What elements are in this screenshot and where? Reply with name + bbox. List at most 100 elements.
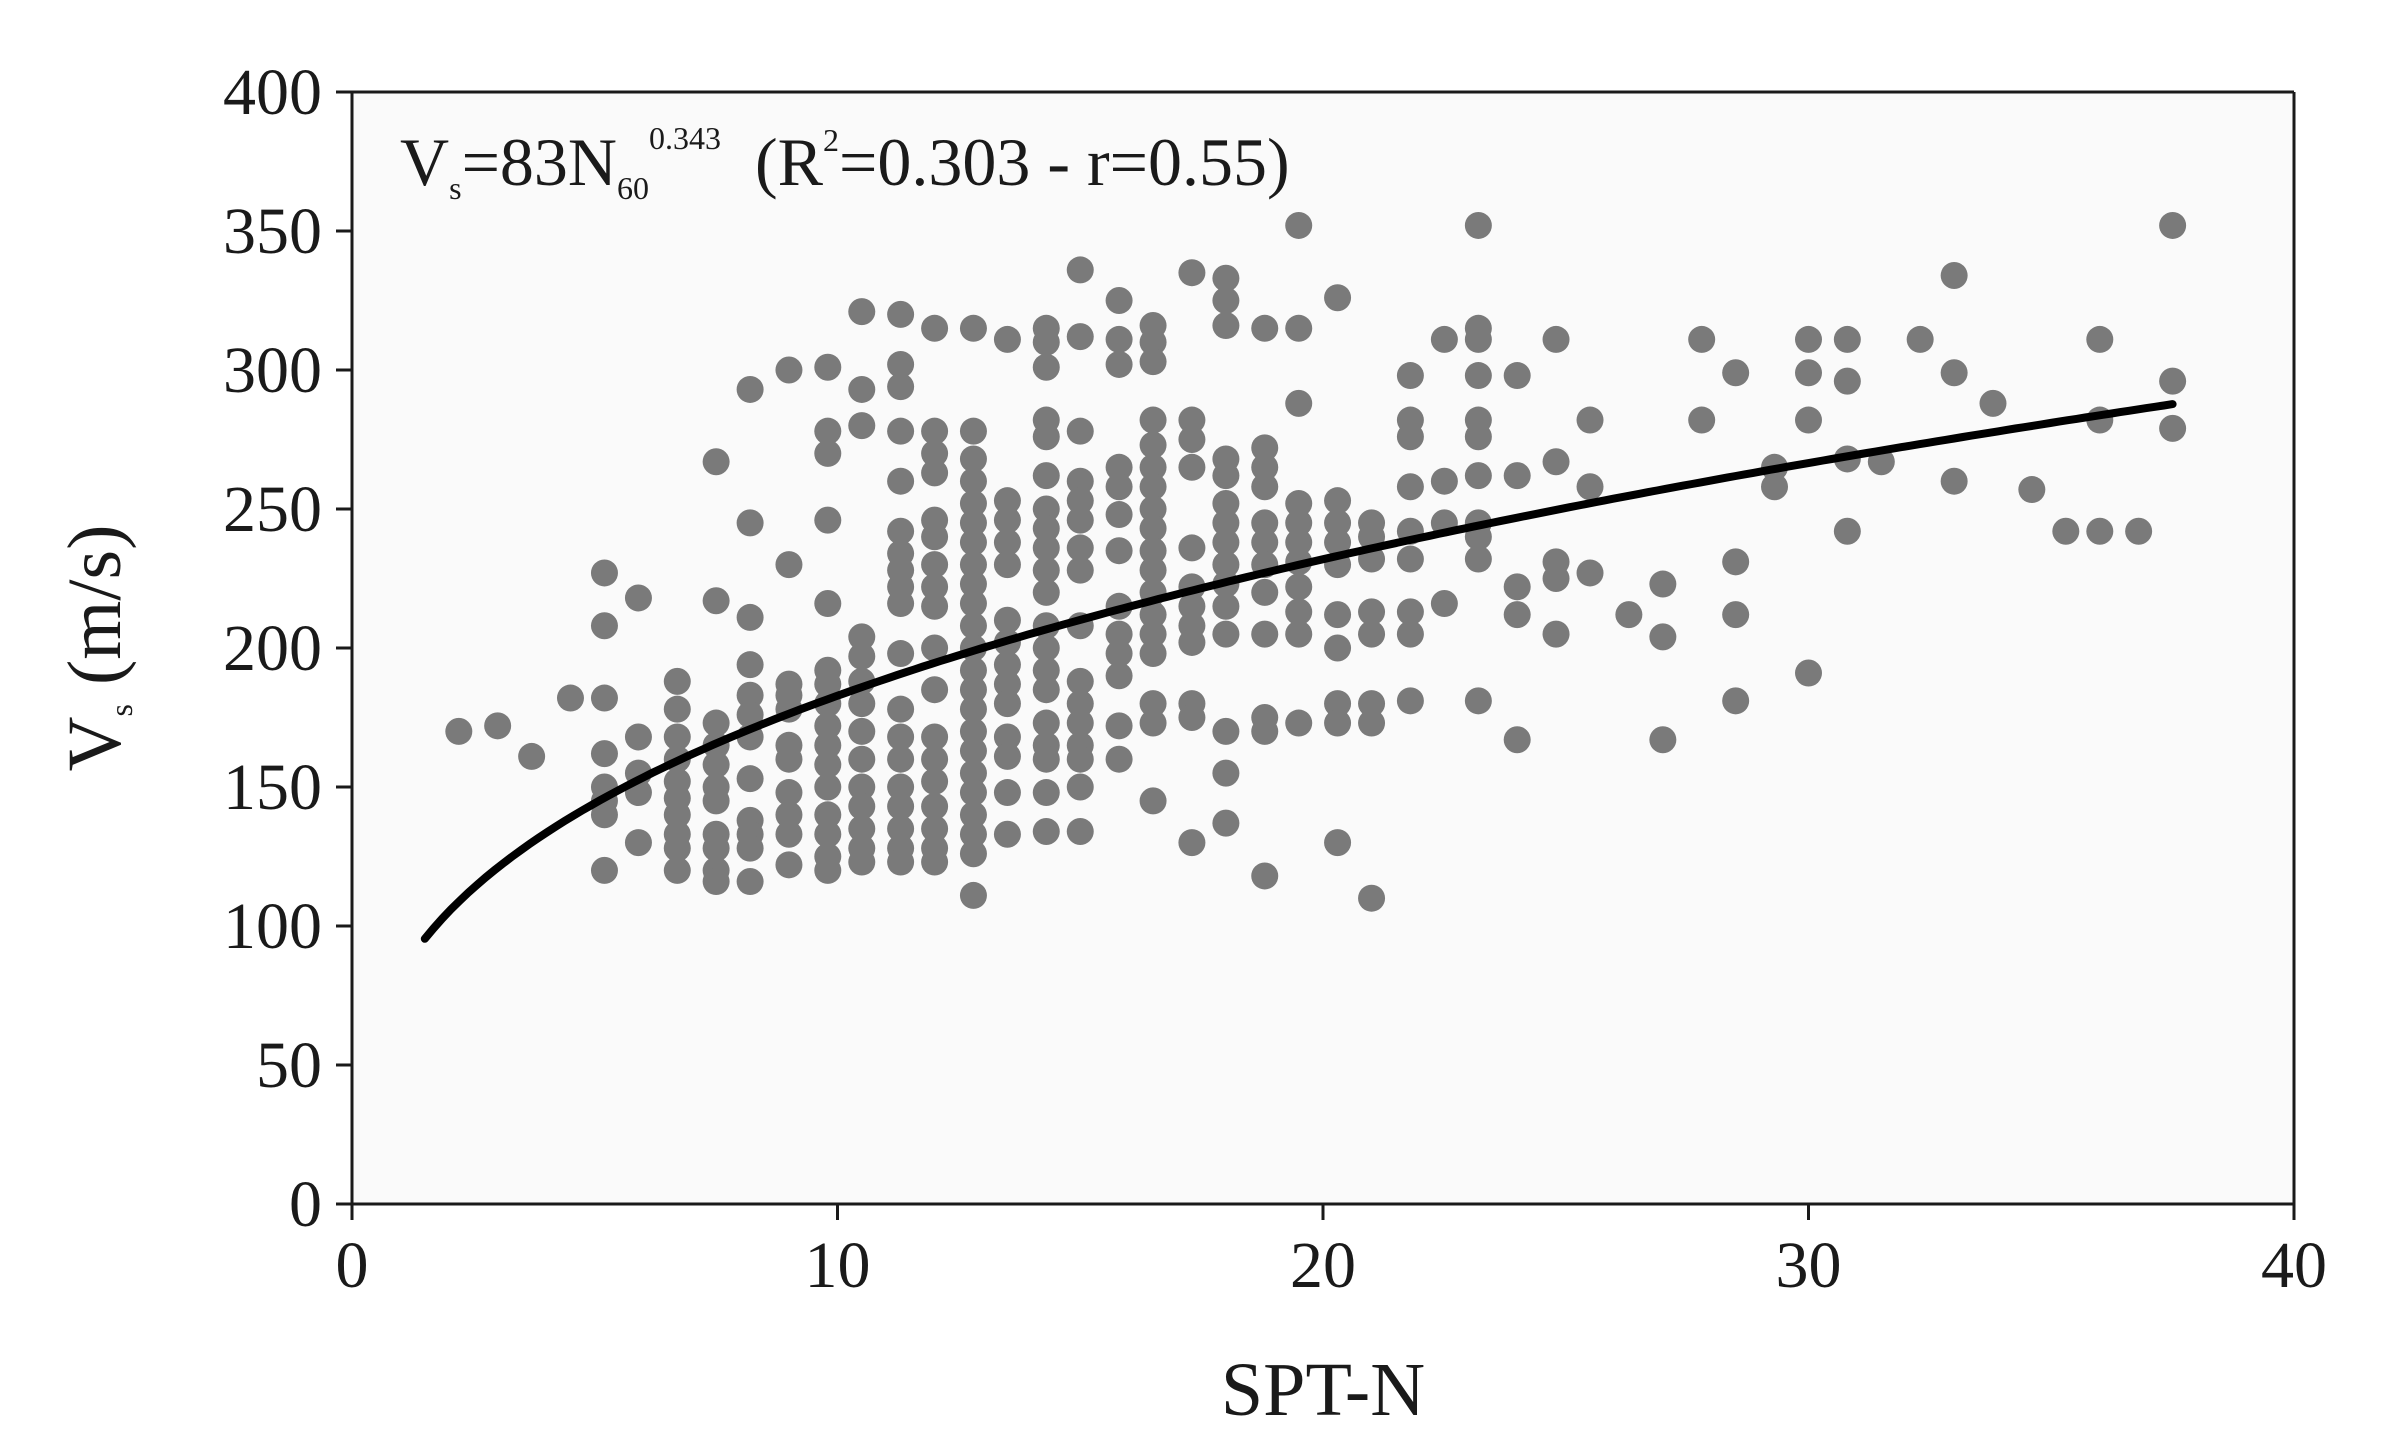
fit-curve [420,400,2177,943]
data-point [814,856,842,884]
data-point [814,590,842,618]
data-point [1066,667,1094,695]
data-point [1066,773,1094,801]
data-point [1795,325,1822,353]
data-point [1464,545,1492,573]
data-point [1178,592,1206,620]
data-point [702,787,730,815]
data-point [1251,314,1279,342]
data-point [1139,601,1167,629]
data-point [1032,656,1060,684]
data-point [1178,534,1206,562]
data-point [1105,453,1133,481]
data-point [1722,359,1750,387]
data-point [2159,414,2187,442]
data-point [1688,325,1716,353]
data-point [590,856,618,884]
x-tick-label: 40 [2261,1229,2327,1302]
data-point [663,834,691,862]
data-point [993,742,1021,770]
y-axis-title-rest: (m/s) [53,525,137,704]
data-point [959,820,987,848]
data-point [959,881,987,909]
data-point [848,642,876,670]
data-point [1324,690,1352,718]
data-point [1139,709,1167,737]
data-point [1139,787,1167,815]
data-point [993,528,1021,556]
data-point [1139,620,1167,648]
data-point [921,634,949,662]
data-point [1722,548,1750,576]
data-point [848,623,876,651]
data-point [775,801,803,829]
data-point [1178,829,1206,857]
data-point [736,603,764,631]
data-point [736,375,764,403]
data-point [959,840,987,868]
data-point [848,773,876,801]
data-point [1032,556,1060,584]
data-point [1066,745,1094,773]
data-point [1212,759,1240,787]
data-point [1285,598,1313,626]
data-point [1396,620,1424,648]
data-point [1251,717,1279,745]
data-point [1324,487,1352,515]
data-point [1212,489,1240,517]
data-point [814,506,842,534]
data-point [1285,573,1313,601]
data-point [1615,601,1643,629]
data-point [663,723,691,751]
data-point [814,417,842,445]
data-point [775,820,803,848]
data-point [1251,578,1279,606]
data-point [2086,517,2114,545]
data-point [1105,745,1133,773]
data-point [590,612,618,640]
y-tick-label: 150 [223,751,322,824]
data-point [1139,514,1167,542]
data-point [1178,628,1206,656]
data-point [1324,528,1352,556]
data-point [1032,534,1060,562]
data-point [1178,259,1206,287]
data-point [1833,325,1861,353]
data-point [1285,528,1313,556]
data-point [624,723,652,751]
data-point [1251,528,1279,556]
data-point [1212,620,1240,648]
data-point [736,834,764,862]
data-point [1795,359,1822,387]
data-point [1649,726,1677,754]
data-point [590,684,618,712]
data-point [848,690,876,718]
data-point [1722,687,1750,715]
data-point [848,375,876,403]
data-point [1251,473,1279,501]
data-point [1032,578,1060,606]
data-point [1324,709,1352,737]
data-point [1396,687,1424,715]
data-point [1761,473,1789,501]
x-tick-label: 30 [1776,1229,1842,1302]
data-point [1649,623,1677,651]
data-point [1251,862,1279,890]
data-point [624,829,652,857]
y-tick-label: 50 [256,1029,322,1102]
data-point [959,445,987,473]
data-point [1066,534,1094,562]
data-point [702,448,730,476]
data-point [814,820,842,848]
data-point [887,723,915,751]
data-point [1285,489,1313,517]
data-point [921,523,949,551]
data-point [921,459,949,487]
data-point [736,868,764,896]
data-point [1032,514,1060,542]
data-point [1251,620,1279,648]
data-point [1464,325,1492,353]
data-point [1285,709,1313,737]
data-point [959,570,987,598]
data-point [736,765,764,793]
